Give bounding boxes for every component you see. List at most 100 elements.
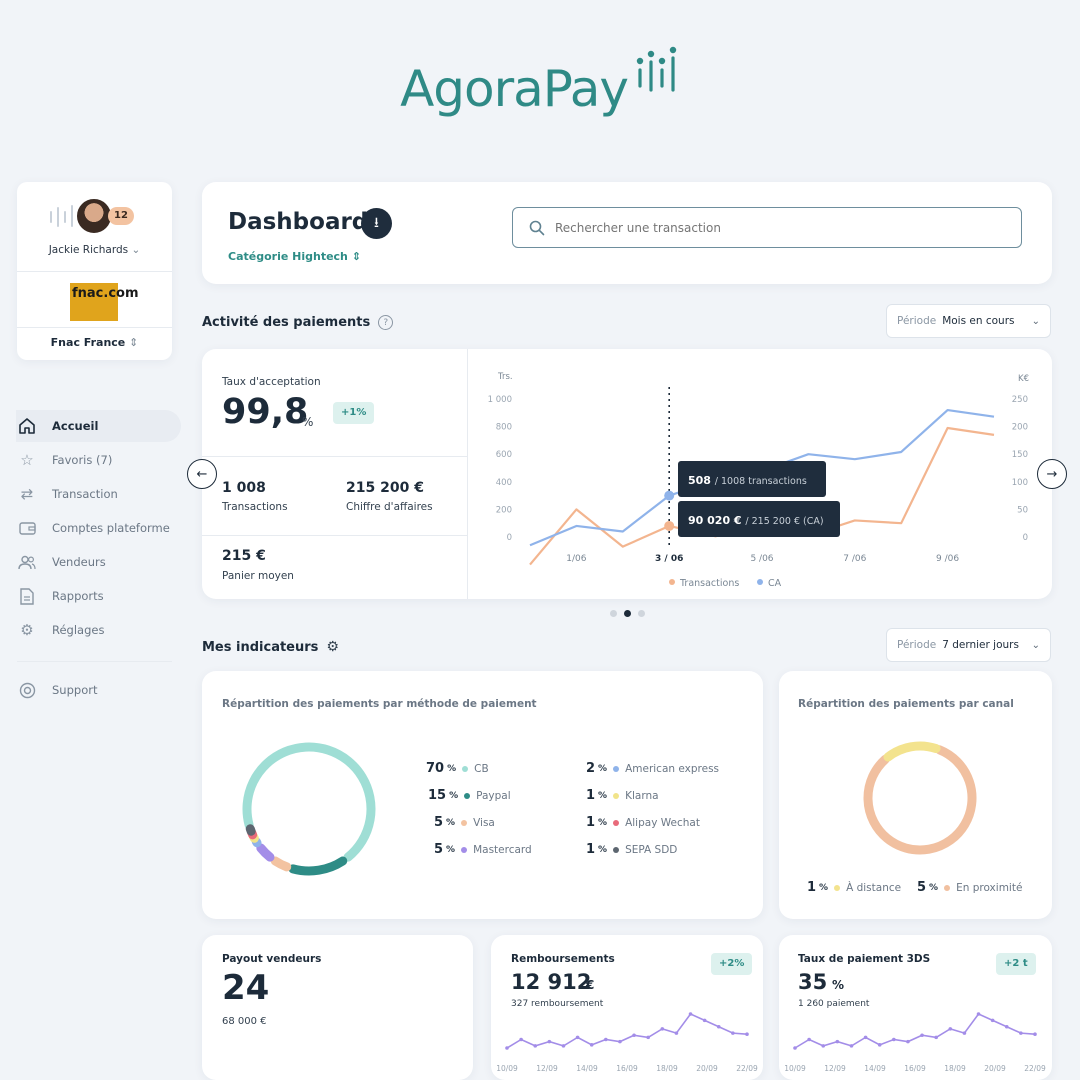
sparkline-point	[745, 1032, 749, 1036]
legend-pct-unit: %	[449, 790, 459, 801]
user-menu[interactable]: Jackie Richards ⌄	[17, 244, 172, 256]
sparkline-point	[962, 1031, 967, 1035]
brand-mark-icon	[636, 46, 677, 92]
brand-mark-small-icon	[50, 205, 73, 227]
sidebar-item-reglages[interactable]: ⚙ Réglages	[16, 614, 181, 646]
basket-value: 215 €	[222, 548, 266, 564]
period-value: Mois en cours	[942, 315, 1015, 327]
legend-swatch	[613, 846, 620, 853]
help-icon[interactable]: ?	[378, 315, 394, 330]
user-name: Jackie Richards	[48, 244, 129, 256]
category-selector[interactable]: Catégorie Hightech ⇕	[228, 250, 361, 263]
right-tick-label: 50	[1017, 505, 1028, 515]
sparkline-date-label: 20/09	[984, 1064, 1006, 1073]
sparkline-point	[990, 1018, 995, 1023]
payout-card	[202, 935, 473, 1080]
notification-badge[interactable]: 12	[108, 207, 134, 225]
legend-item: 5% Mastercard	[434, 842, 532, 857]
legend-label-transactions: Transactions	[679, 578, 739, 589]
sidebar-item-support[interactable]: Support	[16, 674, 181, 706]
sparkline-point	[807, 1037, 811, 1042]
gear-icon[interactable]: ⚙	[326, 639, 339, 655]
divider	[17, 271, 172, 272]
legend-item: 1% À distance	[807, 880, 901, 895]
sparkline-date-label: 18/09	[944, 1064, 966, 1073]
home-icon	[16, 415, 38, 437]
donut-segment-sepa-sdd	[245, 824, 256, 836]
carousel-dot[interactable]	[610, 610, 617, 617]
threeds-unit: %	[832, 978, 845, 992]
carousel-dot[interactable]	[638, 610, 645, 617]
sparkline-date-label: 22/09	[1024, 1064, 1046, 1073]
x-tick-label: 1/06	[566, 554, 586, 564]
legend-label: Paypal	[476, 789, 511, 802]
threeds-sparkline: 10/09 12/09 14/09 16/09 18/09 20/09 22/09	[784, 1012, 1046, 1073]
activity-line-chart: Trs. K€ 0 200 400 600 800 1 000 0 50 100 150 200 250 1…	[488, 372, 1029, 589]
right-tick-label: 150	[1012, 450, 1028, 460]
tooltip-revenue-box	[678, 501, 840, 537]
sparkline-path	[794, 1013, 1036, 1049]
sparkline-point	[934, 1035, 938, 1040]
sidebar-item-rapports[interactable]: Rapports	[16, 580, 181, 612]
legend-item: 1% Klarna	[586, 788, 659, 803]
refunds-title: Remboursements	[511, 953, 615, 965]
sidebar-item-vendeurs[interactable]: Vendeurs	[16, 546, 181, 578]
legend-swatch	[669, 579, 675, 585]
left-tick-label: 600	[496, 450, 512, 460]
indicators-period-select[interactable]: Période 7 dernier jours ⌄	[886, 628, 1051, 662]
search-box[interactable]	[512, 207, 1022, 248]
threeds-value: 35	[798, 970, 828, 994]
payment-methods-donut	[242, 742, 376, 876]
left-tick-label: 1 000	[488, 395, 512, 405]
avatar[interactable]	[75, 197, 113, 235]
carousel-next-button[interactable]: →	[1037, 459, 1067, 489]
sparkline-point	[976, 1012, 981, 1016]
legend-swatch	[461, 819, 468, 826]
sparkline-point	[863, 1035, 868, 1040]
period-select[interactable]: Période Mois en cours ⌄	[886, 304, 1051, 338]
legend-swatch	[464, 792, 471, 799]
legend-pct: 70	[426, 761, 445, 776]
donut-segment-en-proximit-	[863, 745, 977, 855]
sidebar-item-comptes[interactable]: Comptes plateforme	[16, 512, 181, 544]
legend-swatch	[461, 846, 468, 853]
donut-segment-cb	[242, 742, 376, 862]
sidebar-item-transaction[interactable]: ⇄ Transaction	[16, 478, 181, 510]
users-icon	[16, 551, 38, 573]
sidebar-item-favoris[interactable]: ☆ Favoris (7)	[16, 444, 181, 476]
merchant-name: Fnac France	[50, 336, 126, 349]
right-tick-label: 250	[1012, 395, 1028, 405]
sparkline-point	[835, 1039, 840, 1044]
sparkline-point	[646, 1035, 650, 1040]
sparkline-point	[589, 1043, 594, 1047]
left-axis-label: Trs.	[497, 372, 513, 382]
basket-label: Panier moyen	[222, 570, 294, 582]
search-icon	[529, 220, 545, 235]
merchant-selector[interactable]: Fnac France ⇕	[17, 336, 172, 349]
left-tick-label: 400	[496, 478, 512, 488]
legend-pct: 5	[434, 842, 444, 857]
legend-label: Alipay Wechat	[625, 816, 700, 829]
sparkline-point	[793, 1046, 797, 1050]
sparkline-point	[849, 1044, 854, 1048]
chevron-down-icon: ⌄	[1031, 315, 1040, 327]
x-tick-label: 7 /06	[843, 554, 866, 564]
carousel-prev-button[interactable]: ←	[187, 459, 217, 489]
sparkline-point	[1033, 1032, 1037, 1036]
refunds-value: 12 912	[511, 970, 592, 994]
legend-swatch	[834, 884, 841, 891]
sparkline-point	[660, 1027, 665, 1031]
refunds-unit: €	[586, 978, 595, 992]
legend-pct-unit: %	[598, 844, 608, 855]
sparkline-point	[533, 1044, 538, 1048]
legend-pct: 1	[586, 815, 596, 830]
download-button[interactable]: ⭳	[361, 208, 392, 239]
sparkline-point	[632, 1033, 636, 1038]
chevron-updown-icon: ⇕	[129, 336, 139, 349]
sidebar-item-accueil[interactable]: Accueil	[16, 410, 181, 442]
search-input[interactable]	[555, 220, 975, 235]
carousel-dot-active[interactable]	[624, 610, 631, 617]
activity-section-title: Activité des paiements ?	[202, 315, 394, 330]
legend-item: 5% Visa	[434, 815, 495, 830]
legend-pct-unit: %	[446, 844, 456, 855]
